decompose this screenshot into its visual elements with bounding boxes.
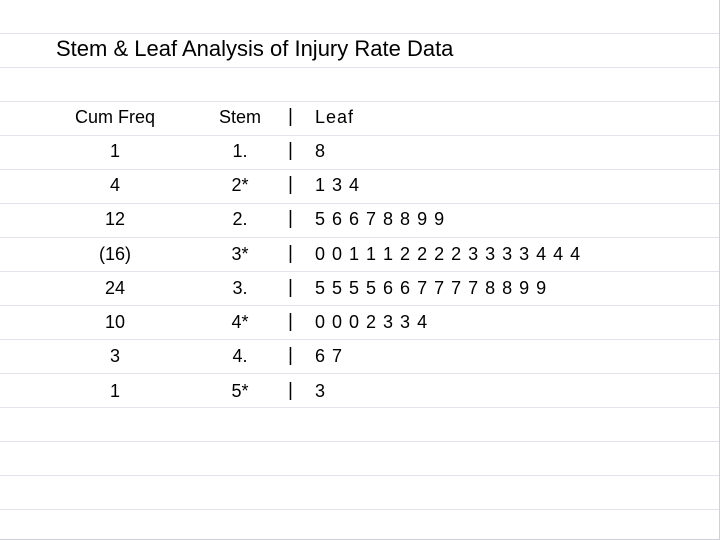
header-cum-freq: Cum Freq [74,107,155,127]
separator-bar: | [288,345,293,366]
separator-bar: | [288,380,293,401]
separator-bar: | [288,140,293,161]
cum-freq-cell: 24 [104,278,126,298]
leaf-cell: 5 5 5 5 6 6 7 7 7 7 8 8 9 9 [315,278,548,298]
stem-cell: 3. [232,278,248,298]
cum-freq-cell: 1 [109,141,120,161]
stem-cell: 5* [231,381,249,401]
leaf-cell: 0 0 0 2 3 3 4 [315,312,429,332]
leaf-cell: 1 3 4 [315,175,361,195]
separator-bar: | [288,311,293,332]
leaf-cell: 3 [315,381,327,401]
stem-cell: 2. [232,209,248,229]
separator-bar: | [288,174,293,195]
header-separator: | [288,106,293,127]
leaf-cell: 5 6 6 7 8 8 9 9 [315,209,446,229]
slide-title: Stem & Leaf Analysis of Injury Rate Data [56,36,454,61]
separator-bar: | [288,208,293,229]
stem-cell: 1. [232,141,248,161]
cum-freq-cell: (16) [98,244,131,264]
cum-freq-cell: 10 [104,312,126,332]
stem-cell: 4. [232,346,248,366]
cum-freq-cell: 3 [109,346,120,366]
separator-bar: | [288,277,293,298]
leaf-cell: 0 0 1 1 1 2 2 2 2 3 3 3 3 4 4 4 [315,244,582,264]
leaf-cell: 8 [315,141,327,161]
cum-freq-cell: 4 [109,175,120,195]
header-leaf: Leaf [315,107,355,127]
cum-freq-cell: 12 [104,209,126,229]
stem-cell: 3* [231,244,249,264]
separator-bar: | [288,243,293,264]
header-stem: Stem [218,107,261,127]
stem-cell: 4* [231,312,249,332]
cum-freq-cell: 1 [109,381,120,401]
stem-cell: 2* [231,175,249,195]
leaf-cell: 6 7 [315,346,344,366]
